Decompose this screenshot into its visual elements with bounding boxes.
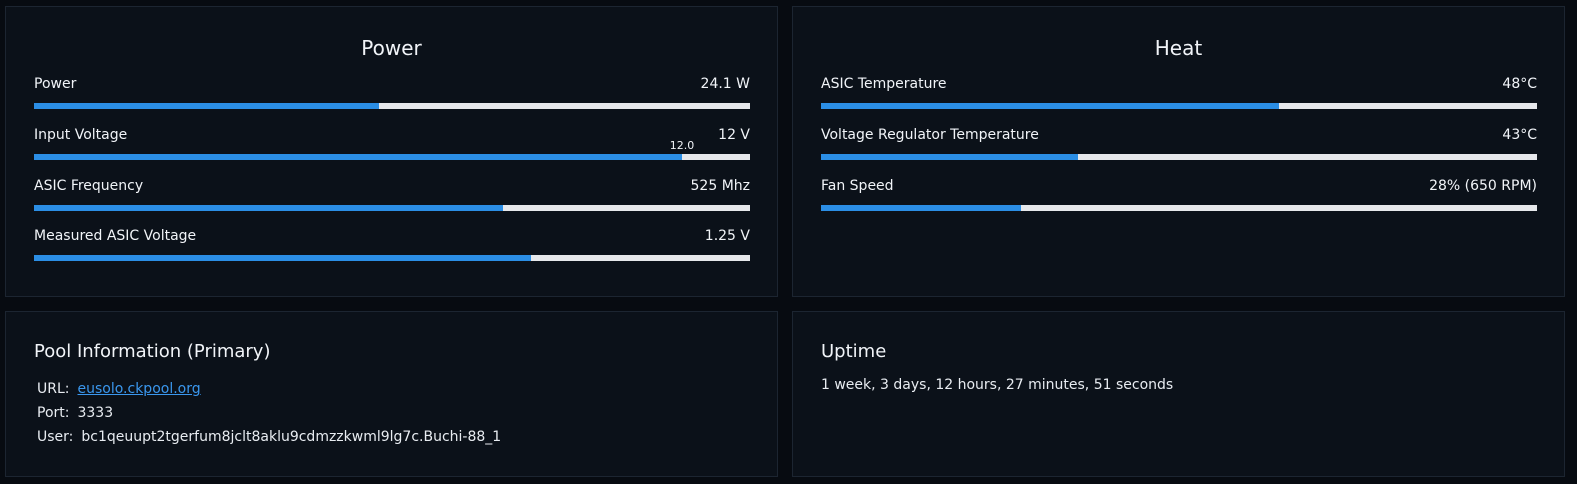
uptime-value: 1 week, 3 days, 12 hours, 27 minutes, 51…	[821, 377, 1174, 393]
progress-bar: 12.0	[34, 139, 750, 160]
metric-label: ASIC Frequency	[34, 178, 144, 194]
uptime-card: Uptime 1 week, 3 days, 12 hours, 27 minu…	[792, 311, 1565, 477]
metric-value: 525 Mhz	[690, 178, 750, 194]
metric-label: Measured ASIC Voltage	[34, 228, 197, 244]
progress-bar-fill	[34, 255, 531, 261]
pool-port-value: 3333	[77, 405, 114, 421]
metric-asic-temperature: ASIC Temperature 48°C	[821, 75, 1537, 115]
pool-info-card: Pool Information (Primary) URL: eusolo.ck…	[5, 311, 778, 477]
metric-input-voltage: Input Voltage 12 V 12.0	[34, 126, 750, 166]
progress-bar-fill	[34, 154, 682, 160]
metric-value: 24.1 W	[700, 76, 750, 92]
metric-vr-temperature: Voltage Regulator Temperature 43°C	[821, 126, 1537, 166]
uptime-title: Uptime	[821, 341, 887, 362]
progress-bar-fill	[34, 205, 503, 211]
heat-card-title: Heat	[1154, 36, 1203, 60]
metric-measured-asic-voltage: Measured ASIC Voltage 1.25 V	[34, 227, 750, 267]
pool-url-row: URL: eusolo.ckpool.org	[37, 380, 201, 398]
pool-user-row: User: bc1qeuupt2tgerfum8jclt8aklu9cdmzzkw…	[37, 428, 501, 446]
pool-url-label: URL:	[37, 381, 70, 397]
progress-bar	[34, 103, 750, 109]
progress-bar-fill	[821, 103, 1279, 109]
metric-label: Power	[34, 76, 77, 92]
power-card: Power Power 24.1 W Input Voltage 12 V 12…	[5, 6, 778, 297]
progress-bar	[821, 205, 1537, 211]
progress-bar-fill	[821, 154, 1079, 160]
metric-label: Fan Speed	[821, 178, 894, 194]
progress-bar-marker-label: 12.0	[669, 139, 695, 152]
progress-bar-fill	[821, 205, 1022, 211]
progress-bar-fill	[34, 103, 380, 109]
pool-user-label: User:	[37, 429, 74, 445]
metric-power: Power 24.1 W	[34, 75, 750, 115]
power-card-title: Power	[361, 36, 422, 60]
metric-value: 28% (650 RPM)	[1429, 178, 1537, 194]
metric-label: Voltage Regulator Temperature	[821, 127, 1039, 143]
metric-asic-frequency: ASIC Frequency 525 Mhz	[34, 177, 750, 217]
pool-port-label: Port:	[37, 405, 70, 421]
metric-value: 43°C	[1502, 127, 1537, 143]
progress-bar	[34, 205, 750, 211]
metric-fan-speed: Fan Speed 28% (650 RPM)	[821, 177, 1537, 217]
metric-label: ASIC Temperature	[821, 76, 947, 92]
metric-label: Input Voltage	[34, 127, 128, 143]
heat-card: Heat ASIC Temperature 48°C Voltage Regul…	[792, 6, 1565, 297]
pool-url-link[interactable]: eusolo.ckpool.org	[77, 381, 201, 397]
metric-value: 1.25 V	[704, 228, 750, 244]
progress-bar	[821, 103, 1537, 109]
metric-value: 48°C	[1502, 76, 1537, 92]
pool-info-title: Pool Information (Primary)	[34, 341, 271, 362]
pool-user-value: bc1qeuupt2tgerfum8jclt8aklu9cdmzzkwml9lg…	[81, 429, 502, 445]
pool-port-row: Port: 3333	[37, 404, 113, 422]
progress-bar	[821, 154, 1537, 160]
progress-bar	[34, 255, 750, 261]
metric-value: 12 V	[718, 127, 750, 143]
